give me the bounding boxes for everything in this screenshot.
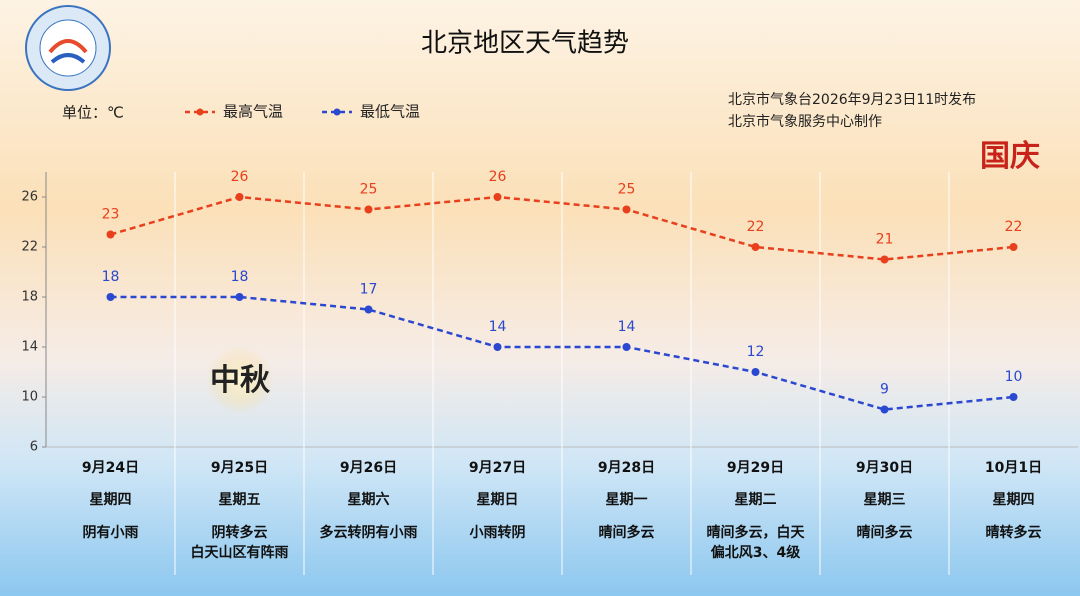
data-label: 22	[747, 219, 765, 235]
annotation: 国庆	[980, 139, 1040, 174]
data-label: 9	[880, 382, 889, 398]
data-label: 23	[102, 207, 120, 223]
y-tick-label: 22	[21, 240, 38, 255]
date-label: 9月26日	[340, 460, 397, 476]
chart-title: 北京地区天气趋势	[421, 29, 629, 59]
data-point	[622, 205, 631, 214]
weather-label: 晴间多云	[857, 524, 913, 541]
data-point	[880, 405, 889, 414]
legend-swatch	[333, 108, 341, 116]
logo	[25, 5, 111, 91]
series-line	[110, 295, 1014, 411]
data-point	[1009, 393, 1018, 401]
annotation: 中秋	[210, 363, 270, 398]
weather-label: 阴转多云	[212, 524, 268, 541]
weather-label: 白天山区有阵雨	[191, 544, 289, 561]
data-point	[493, 193, 502, 201]
weather-label: 多云转阴有小雨	[320, 524, 418, 541]
date-label: 9月27日	[469, 460, 526, 476]
source-text: 北京市气象服务中心制作	[728, 113, 882, 130]
data-point	[1009, 243, 1018, 251]
date-label: 9月29日	[727, 460, 784, 476]
data-point	[106, 230, 115, 239]
date-label: 9月25日	[211, 460, 268, 476]
weather-label: 偏北风3、4级	[711, 544, 801, 561]
data-label: 14	[618, 319, 636, 335]
legend-label: 最高气温	[223, 103, 283, 121]
data-label: 25	[360, 182, 378, 198]
y-tick-label: 10	[21, 390, 38, 405]
y-tick-label: 18	[21, 290, 38, 305]
weather-label: 晴间多云	[599, 524, 655, 541]
data-label: 26	[489, 169, 507, 185]
source-text: 北京市气象台2026年9月23日11时发布	[728, 91, 976, 108]
data-label: 21	[876, 232, 894, 248]
weekday-label: 星期三	[864, 492, 906, 508]
y-axis-label: 单位：℃	[62, 104, 124, 122]
weekday-label: 星期日	[477, 492, 519, 508]
y-tick-label: 6	[30, 440, 38, 455]
series-line	[110, 195, 1014, 261]
data-point	[364, 205, 373, 214]
data-point	[751, 368, 760, 376]
y-tick-label: 26	[21, 190, 38, 205]
y-tick-label: 14	[21, 340, 38, 355]
weekday-label: 星期四	[993, 492, 1035, 508]
data-label: 22	[1005, 219, 1023, 235]
data-point	[880, 255, 889, 264]
weekday-label: 星期六	[348, 491, 390, 508]
data-point	[493, 343, 502, 351]
weather-label: 晴间多云，白天	[707, 524, 806, 541]
weekday-label: 星期五	[219, 492, 261, 508]
data-label: 12	[747, 344, 765, 360]
data-point	[106, 293, 115, 301]
data-label: 10	[1005, 369, 1023, 385]
legend-swatch	[196, 108, 204, 116]
weekday-label: 星期四	[90, 492, 132, 508]
data-label: 26	[231, 169, 249, 185]
data-point	[364, 305, 373, 314]
weekday-label: 星期二	[735, 492, 777, 508]
data-label: 25	[618, 182, 636, 198]
moon-decoration	[206, 346, 274, 414]
date-label: 9月28日	[598, 460, 655, 476]
data-point	[235, 293, 244, 301]
legend-label: 最低气温	[360, 103, 420, 121]
weather-label: 晴转多云	[986, 524, 1042, 541]
data-label: 18	[231, 269, 249, 285]
data-point	[622, 343, 631, 351]
data-label: 14	[489, 319, 507, 335]
weekday-label: 星期一	[606, 492, 648, 508]
weather-label: 小雨转阴	[470, 524, 526, 541]
data-point	[751, 243, 760, 251]
date-label: 10月1日	[985, 460, 1042, 476]
date-label: 9月24日	[82, 460, 139, 476]
data-label: 18	[102, 269, 120, 285]
data-label: 17	[360, 282, 378, 298]
data-point	[235, 193, 244, 201]
weather-label: 阴有小雨	[83, 524, 139, 541]
date-label: 9月30日	[856, 460, 913, 476]
